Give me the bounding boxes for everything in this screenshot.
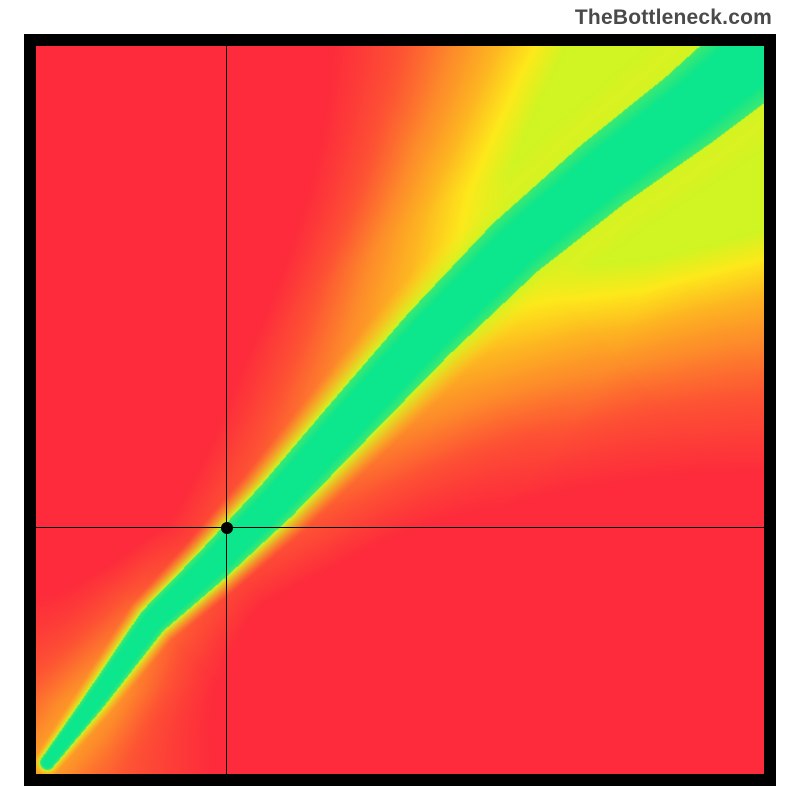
- heatmap-canvas: [36, 46, 764, 774]
- crosshair-vertical: [226, 46, 227, 774]
- marker-dot: [221, 522, 233, 534]
- plot-area: [36, 46, 764, 774]
- crosshair-horizontal: [36, 527, 764, 528]
- attribution-text: TheBottleneck.com: [575, 6, 772, 30]
- chart-container: TheBottleneck.com: [0, 0, 800, 800]
